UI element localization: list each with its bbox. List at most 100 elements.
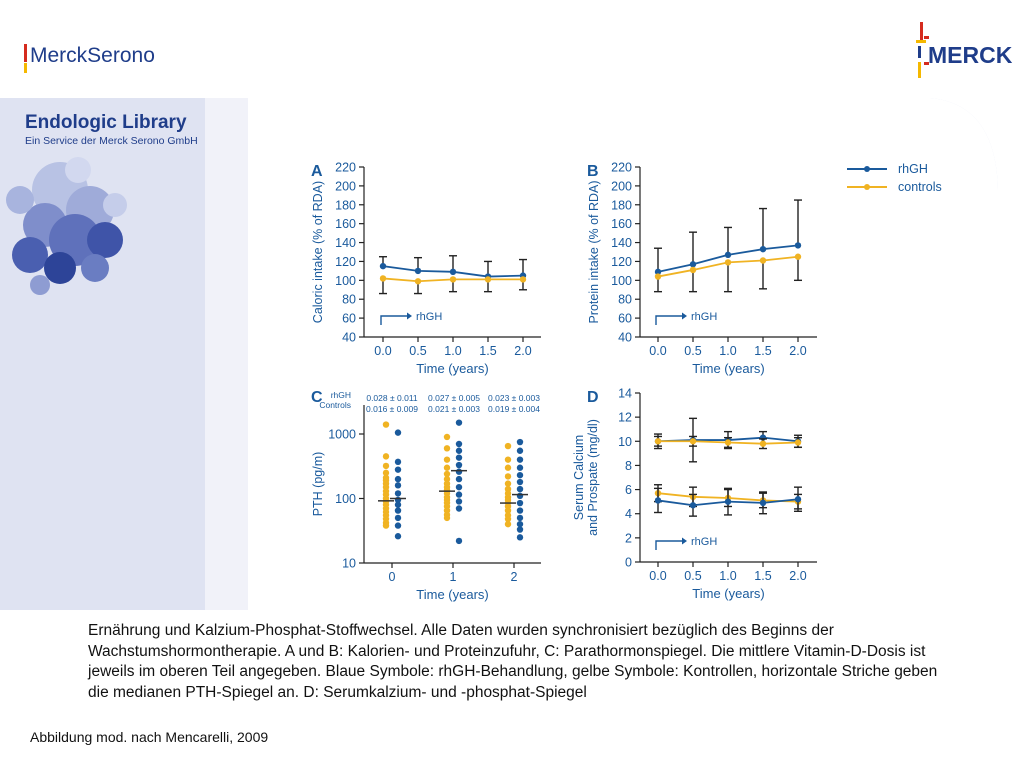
rhgh-point bbox=[516, 464, 524, 471]
header-controls-label: Controls bbox=[319, 400, 351, 410]
y-tick-label: 10 bbox=[618, 435, 632, 449]
rhgh-point bbox=[516, 514, 524, 522]
control-point bbox=[382, 522, 390, 529]
rhgh-point bbox=[455, 505, 463, 512]
right-logo-text: MERCK bbox=[928, 42, 1013, 68]
therapy-start-arrow bbox=[682, 537, 687, 545]
y-tick-label: 140 bbox=[611, 236, 632, 250]
y-tick-label: 220 bbox=[611, 161, 632, 175]
y-tick-label: 0 bbox=[625, 556, 632, 570]
data-point bbox=[449, 276, 457, 283]
data-point bbox=[519, 276, 527, 283]
data-point bbox=[379, 262, 387, 270]
rhgh-point bbox=[455, 468, 463, 475]
rhgh-point bbox=[394, 514, 402, 522]
x-tick-label: 1 bbox=[450, 570, 457, 584]
control-point bbox=[504, 456, 512, 463]
y-tick-label: 4 bbox=[625, 507, 632, 521]
control-point bbox=[443, 445, 451, 452]
therapy-start-marker bbox=[655, 315, 682, 325]
y-tick-label: 80 bbox=[342, 293, 356, 307]
data-point bbox=[794, 439, 802, 446]
panel-letter: B bbox=[587, 163, 599, 180]
therapy-start-arrow bbox=[682, 312, 687, 320]
rhgh-point bbox=[516, 534, 524, 541]
y-tick-label: 160 bbox=[335, 217, 356, 231]
y-tick-label: 60 bbox=[618, 312, 632, 326]
x-tick-label: 0.0 bbox=[374, 344, 391, 358]
y-tick-label: 120 bbox=[611, 255, 632, 269]
control-point bbox=[443, 475, 451, 483]
control-point bbox=[504, 442, 512, 450]
rhgh-point bbox=[516, 447, 524, 454]
control-point bbox=[504, 507, 512, 514]
y-tick-label: 80 bbox=[618, 293, 632, 307]
therapy-start-arrow bbox=[407, 312, 412, 320]
x-tick-label: 0.5 bbox=[684, 569, 701, 583]
data-point bbox=[724, 259, 732, 266]
rhgh-point bbox=[455, 440, 463, 448]
y-tick-label: 2 bbox=[625, 531, 632, 545]
control-point bbox=[443, 433, 451, 441]
y-tick-label: 100 bbox=[611, 274, 632, 288]
panel-letter: C bbox=[311, 389, 323, 406]
x-tick-label: 0.5 bbox=[409, 344, 426, 358]
molecule-illustration bbox=[6, 157, 127, 295]
rhgh-point bbox=[516, 520, 524, 528]
data-point bbox=[379, 275, 387, 282]
control-point bbox=[504, 520, 512, 528]
rhgh-point bbox=[455, 461, 463, 469]
rhgh-point bbox=[394, 507, 402, 514]
vitd-rhgh-value: 0.023 ± 0.003 bbox=[488, 393, 540, 403]
x-tick-label: 1.5 bbox=[754, 569, 771, 583]
data-point bbox=[759, 257, 767, 264]
x-tick-label: 0.0 bbox=[649, 344, 666, 358]
y-tick-label: 200 bbox=[335, 179, 356, 193]
y-tick-label: 220 bbox=[335, 161, 356, 175]
figure-source: Abbildung mod. nach Mencarelli, 2009 bbox=[30, 729, 269, 745]
x-axis-label: Time (years) bbox=[416, 361, 488, 376]
x-tick-label: 1.0 bbox=[444, 344, 461, 358]
data-point bbox=[794, 496, 802, 503]
data-point bbox=[689, 502, 697, 509]
vitd-controls-value: 0.021 ± 0.003 bbox=[428, 404, 480, 414]
rhgh-point bbox=[455, 447, 463, 454]
left-logo-text: MerckSerono bbox=[30, 44, 155, 67]
rhgh-point bbox=[516, 471, 524, 479]
data-point bbox=[759, 440, 767, 447]
data-point bbox=[654, 268, 662, 276]
control-point bbox=[504, 473, 512, 480]
y-tick-label: 40 bbox=[618, 331, 632, 345]
control-point bbox=[382, 453, 390, 460]
data-point bbox=[484, 276, 492, 283]
vitd-controls-value: 0.019 ± 0.004 bbox=[488, 404, 540, 414]
rhgh-point bbox=[516, 438, 524, 446]
rhgh-point bbox=[394, 522, 402, 529]
x-axis-label: Time (years) bbox=[692, 586, 764, 601]
rhgh-point bbox=[455, 537, 463, 545]
data-point bbox=[794, 253, 802, 260]
merck-serono-logo: MerckSerono bbox=[24, 44, 155, 73]
x-tick-label: 2.0 bbox=[789, 569, 806, 583]
y-tick-label: 40 bbox=[342, 331, 356, 345]
rhgh-point bbox=[394, 482, 402, 489]
header-rhgh-label: rhGH bbox=[331, 390, 351, 400]
content-panel bbox=[248, 98, 998, 610]
data-point bbox=[449, 268, 457, 276]
y-tick-label: 160 bbox=[611, 217, 632, 231]
y-tick-label: 100 bbox=[335, 274, 356, 288]
x-tick-label: 0 bbox=[389, 570, 396, 584]
control-point bbox=[443, 470, 451, 478]
y-tick-label: 100 bbox=[335, 492, 356, 506]
y-tick-label: 12 bbox=[618, 411, 632, 425]
x-tick-label: 0.5 bbox=[684, 344, 701, 358]
y-axis-label: Protein intake (% of RDA) bbox=[587, 180, 601, 323]
rhgh-point bbox=[516, 485, 524, 493]
panel-letter: D bbox=[587, 389, 599, 406]
data-point bbox=[724, 251, 732, 259]
control-point bbox=[504, 464, 512, 471]
